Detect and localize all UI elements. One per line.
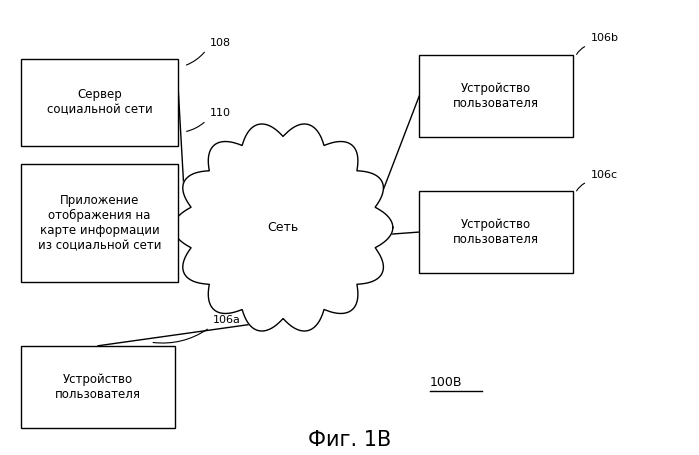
FancyBboxPatch shape <box>419 191 573 273</box>
Text: Фиг. 1В: Фиг. 1В <box>308 430 391 450</box>
Text: 106a: 106a <box>213 315 241 325</box>
Text: 108: 108 <box>210 38 231 48</box>
Text: Сеть: Сеть <box>268 221 298 234</box>
Text: 110: 110 <box>210 108 231 118</box>
Text: Сервер
социальной сети: Сервер социальной сети <box>47 88 152 116</box>
FancyBboxPatch shape <box>419 55 573 136</box>
FancyBboxPatch shape <box>21 59 178 146</box>
Polygon shape <box>173 124 393 331</box>
FancyBboxPatch shape <box>21 164 178 282</box>
Text: Приложение
отображения на
карте информации
из социальной сети: Приложение отображения на карте информац… <box>38 194 161 252</box>
Text: 106c: 106c <box>591 170 618 180</box>
Text: Устройство
пользователя: Устройство пользователя <box>453 218 540 246</box>
Text: Устройство
пользователя: Устройство пользователя <box>55 373 141 401</box>
Text: Устройство
пользователя: Устройство пользователя <box>453 81 540 110</box>
FancyBboxPatch shape <box>21 346 175 428</box>
Text: 100В: 100В <box>430 376 462 389</box>
Text: 106b: 106b <box>591 33 619 43</box>
